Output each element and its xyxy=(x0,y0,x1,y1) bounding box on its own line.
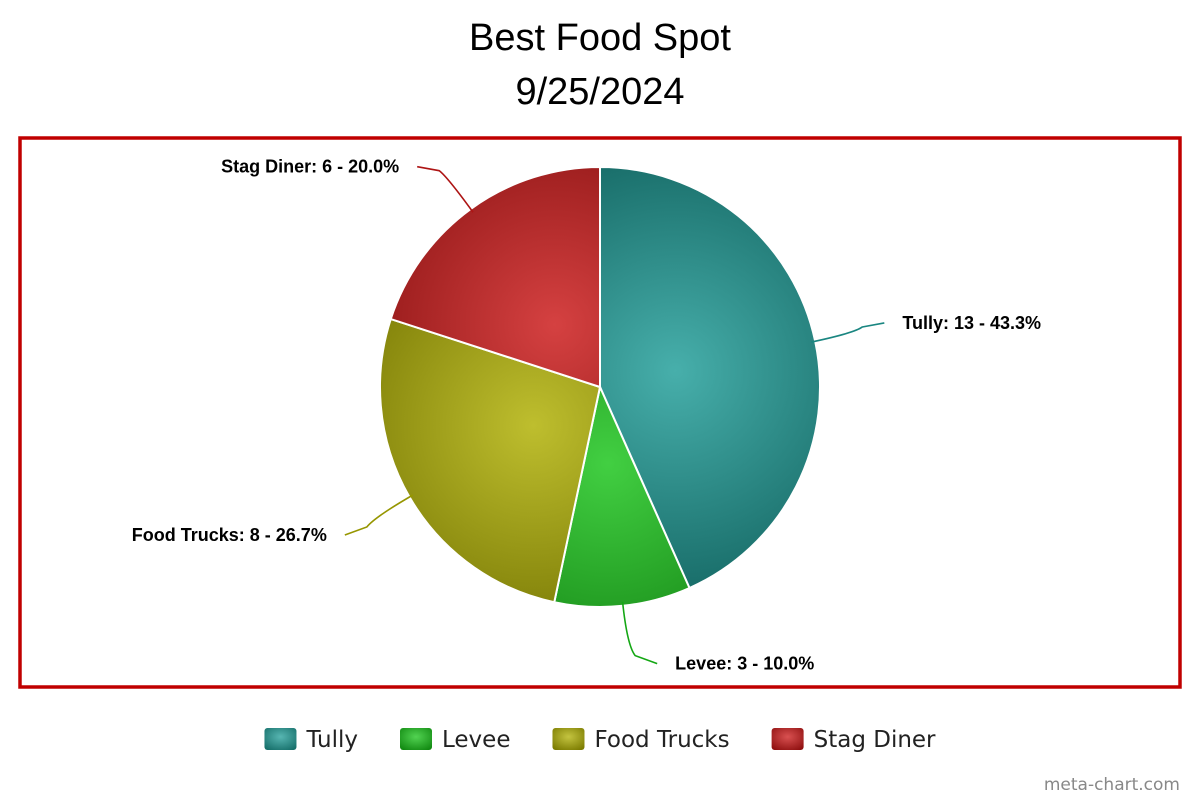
legend-swatch xyxy=(552,728,585,750)
legend-label: Tully xyxy=(305,727,358,753)
legend-swatch xyxy=(771,728,804,750)
slice-label: Levee: 3 - 10.0% xyxy=(675,654,814,674)
legend-label: Stag Diner xyxy=(814,727,936,753)
legend-label: Food Trucks xyxy=(594,727,729,753)
leader-line xyxy=(621,601,658,665)
legend-swatch xyxy=(264,728,297,750)
slice-labels: Tully: 13 - 43.3% Levee: 3 - 10.0% Food Tr… xyxy=(132,157,1041,674)
legend-swatch xyxy=(400,728,432,750)
slice-label: Tully: 13 - 43.3% xyxy=(902,313,1041,333)
chart-subtitle: 9/25/2024 xyxy=(515,71,684,113)
legend: Tully Levee Food Trucks Stag Diner xyxy=(264,727,936,753)
leader-line xyxy=(344,494,414,536)
slice-label: Stag Diner: 6 - 20.0% xyxy=(221,157,399,177)
slice-label: Food Trucks: 8 - 26.7% xyxy=(132,525,327,545)
leader-line xyxy=(417,165,474,213)
chart-title: Best Food Spot xyxy=(469,17,731,59)
watermark-text: meta-chart.com xyxy=(1044,775,1180,795)
legend-label: Levee xyxy=(442,727,510,753)
pie-slices xyxy=(379,165,821,608)
plot-frame xyxy=(18,136,1182,689)
leader-line xyxy=(811,322,885,343)
